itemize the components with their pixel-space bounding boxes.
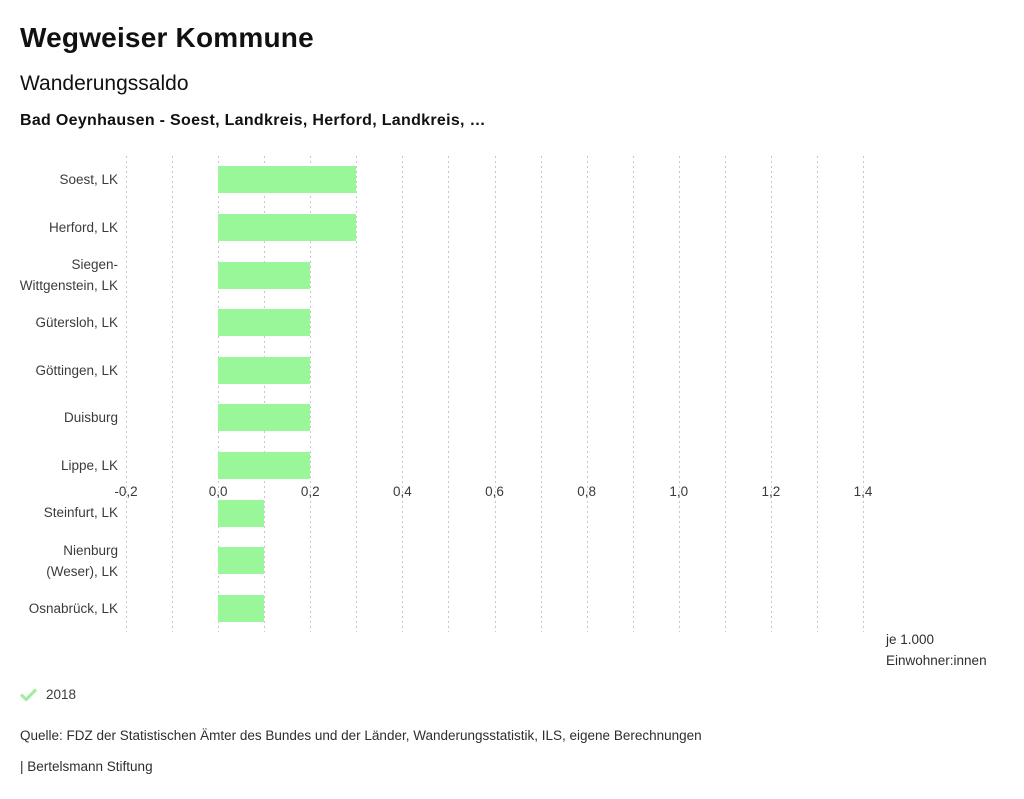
page-title: Wegweiser Kommune <box>20 22 314 53</box>
category-label: Osnabrück, LK <box>28 600 118 616</box>
x-tick-label: 1,4 <box>853 484 873 499</box>
gridline <box>264 156 266 632</box>
gridline <box>310 156 312 632</box>
x-tick-label: 0,6 <box>485 484 504 499</box>
category-label: Soest, LK <box>59 172 118 188</box>
plot-area <box>126 156 864 632</box>
x-tick-label: 1,0 <box>669 484 689 499</box>
indicator-title: Wanderungssaldo <box>20 72 189 95</box>
gridline <box>126 156 127 632</box>
x-axis-unit-line2: Einwohner:innen <box>886 653 987 668</box>
bar <box>218 356 311 384</box>
gridline <box>494 156 496 632</box>
x-tick-label: 0,0 <box>208 484 228 499</box>
category-axis: Soest, LK Herford, LK Siegen-Wittgenstein,… <box>18 156 118 632</box>
x-axis-unit-label: je 1.000 Einwohner:innen <box>886 629 987 671</box>
bar <box>218 213 357 241</box>
category-label: Lippe, LK <box>60 457 118 473</box>
gridline <box>172 156 174 632</box>
category-label: Nienburg (Weser), LK <box>46 542 118 579</box>
bar <box>218 404 311 432</box>
gridline <box>816 156 818 632</box>
check-icon <box>20 688 37 701</box>
gridline <box>770 156 772 632</box>
bar <box>218 547 265 575</box>
gridline <box>402 156 404 632</box>
legend-item-2018[interactable]: 2018 <box>20 687 76 702</box>
category-label: Duisburg <box>63 410 118 426</box>
category-label: Gütersloh, LK <box>35 315 118 331</box>
category-label: Herford, LK <box>48 219 118 235</box>
comparison-subtitle: Bad Oeynhausen - Soest, Landkreis, Herfo… <box>20 112 486 129</box>
category-label: Siegen-Wittgenstein, LK <box>19 256 118 293</box>
attribution: | Bertelsmann Stiftung <box>20 759 153 774</box>
bar <box>218 499 265 527</box>
gridline <box>540 156 542 632</box>
gridline <box>724 156 726 632</box>
bar-chart: Soest, LK Herford, LK Siegen-Wittgenstein,… <box>0 156 1024 632</box>
x-tick-label: 1,2 <box>761 484 781 499</box>
category-label: Göttingen, LK <box>35 362 118 378</box>
x-tick-label: 0,2 <box>300 484 320 499</box>
bar <box>218 594 265 622</box>
bar <box>218 451 311 479</box>
gridline <box>586 156 588 632</box>
gridline <box>356 156 358 632</box>
category-label: Steinfurt, LK <box>43 505 118 521</box>
gridline <box>448 156 450 632</box>
source-note: Quelle: FDZ der Statistischen Ämter des … <box>20 728 702 743</box>
legend-label: 2018 <box>46 687 77 702</box>
bar <box>218 166 357 194</box>
x-tick-label: -0,2 <box>114 484 138 499</box>
x-tick-label: 0,8 <box>577 484 597 499</box>
gridline <box>632 156 634 632</box>
header: Wegweiser Kommune Wanderungssaldo Bad Oe… <box>20 22 486 130</box>
x-axis-unit-line1: je 1.000 <box>886 632 935 647</box>
bar <box>218 309 311 337</box>
x-axis: -0,2 0,0 0,2 0,4 0,6 0,8 1,0 1,2 1,4 <box>0 484 1024 504</box>
gridline <box>863 156 864 632</box>
gridline <box>678 156 680 632</box>
x-tick-label: 0,4 <box>392 484 412 499</box>
gridline <box>218 156 220 632</box>
bar <box>218 261 311 289</box>
